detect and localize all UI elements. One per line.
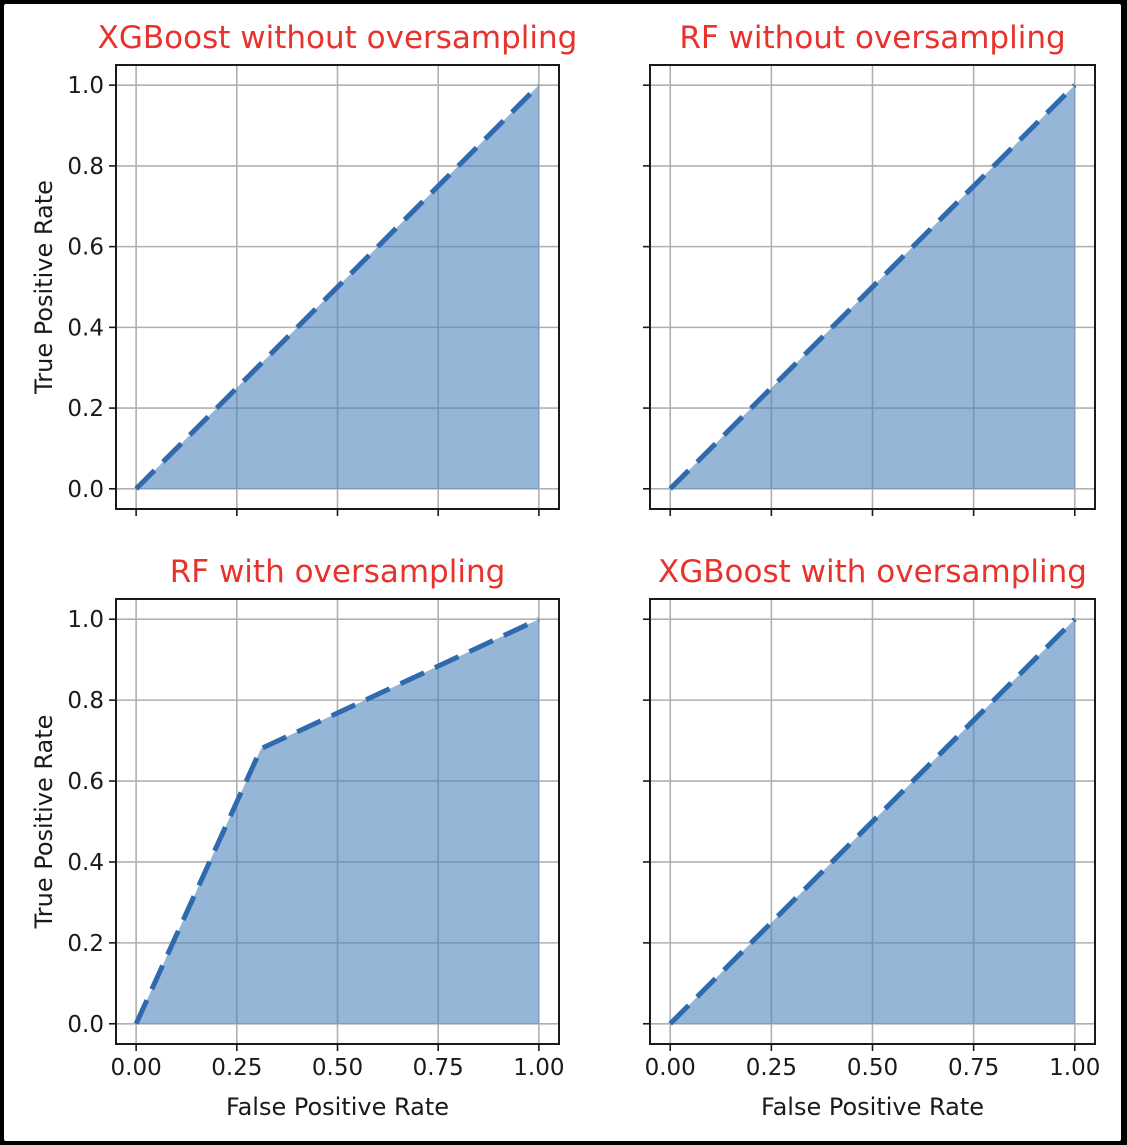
x-tick-label: 0.25 [211, 1055, 262, 1081]
x-tick-label: 0.25 [746, 1055, 797, 1081]
axes-frame [649, 598, 1096, 1045]
x-tick-label: 0.00 [111, 1055, 162, 1081]
subplot-title: XGBoost with oversampling [658, 554, 1087, 590]
x-tick-label: 0.00 [645, 1055, 696, 1081]
y-tick-label: 0.8 [67, 688, 104, 714]
subplot-title: RF without oversampling [679, 20, 1065, 56]
y-axis-label: True Positive Rate [30, 180, 58, 395]
y-tick-label: 1.0 [67, 73, 104, 99]
axes-frame [115, 598, 560, 1045]
subplot-4: XGBoost with oversampling 0.00 0.25 0.50 0.7… [643, 554, 1100, 1121]
x-tick-label: 1.00 [513, 1055, 564, 1081]
x-tick-label: 0.50 [312, 1055, 363, 1081]
y-tick-label: 0.4 [67, 315, 104, 341]
x-axis-label: False Positive Rate [761, 1093, 984, 1121]
subplot-title: XGBoost without oversampling [98, 20, 578, 56]
x-tick-label: 0.50 [847, 1055, 898, 1081]
y-tick-label: 0.0 [67, 477, 104, 503]
axes-frame [649, 64, 1096, 510]
roc-curve [134, 83, 541, 491]
x-tick-label: 1.00 [1049, 1055, 1100, 1081]
subplot-title: RF with oversampling [170, 554, 506, 590]
subplot-1: XGBoost without oversampling 0.0 0.2 0.4 0.6… [30, 20, 577, 516]
y-tick-label: 0.8 [67, 154, 104, 180]
roc-curve [668, 83, 1077, 491]
x-tick-label: 0.75 [948, 1055, 999, 1081]
axes-frame [115, 64, 560, 510]
roc-area [136, 619, 539, 1024]
x-axis-label: False Positive Rate [226, 1093, 449, 1121]
subplot-2: RF without oversampling [643, 20, 1096, 516]
y-tick-label: 0.2 [67, 931, 104, 957]
roc-curve [668, 617, 1077, 1026]
y-axis-label: True Positive Rate [30, 715, 58, 930]
y-tick-label: 0.4 [67, 850, 104, 876]
x-tick-label: 0.75 [413, 1055, 464, 1081]
y-tick-label: 1.0 [67, 607, 104, 633]
y-tick-label: 0.0 [67, 1012, 104, 1038]
y-tick-label: 0.2 [67, 396, 104, 422]
roc-curve [133, 616, 540, 1025]
y-tick-label: 0.6 [67, 769, 104, 795]
y-tick-label: 0.6 [67, 235, 104, 261]
